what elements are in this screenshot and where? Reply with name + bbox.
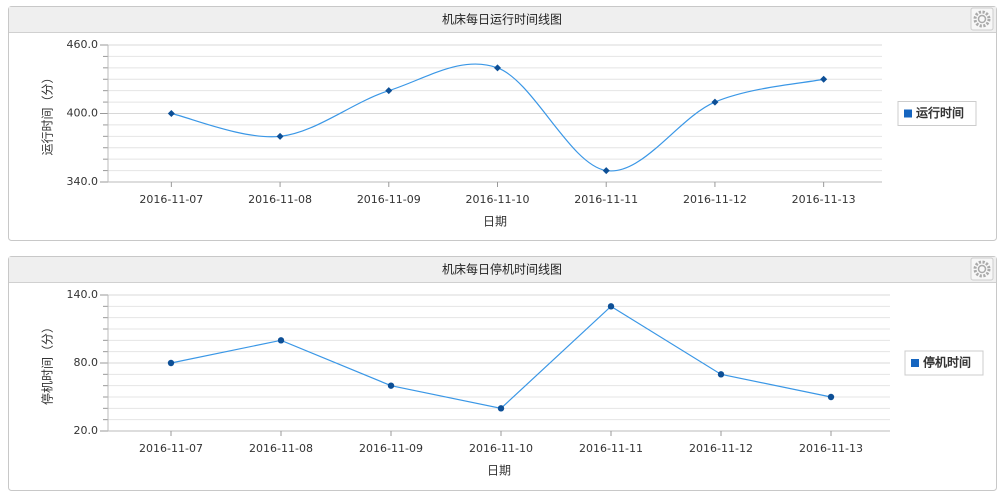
x-tick-label: 2016-11-12 xyxy=(683,193,747,206)
panel-header xyxy=(9,257,996,282)
x-tick-label: 2016-11-12 xyxy=(689,442,753,455)
y-tick-label: 20.0 xyxy=(74,424,99,437)
chart-title: 机床每日运行时间线图 xyxy=(442,12,562,27)
y-axis-label: 停机时间（分） xyxy=(40,321,55,405)
point xyxy=(607,303,615,310)
y-tick-label: 140.0 xyxy=(67,288,99,301)
x-tick-label: 2016-11-07 xyxy=(139,193,203,206)
point xyxy=(385,87,393,95)
gear-outer xyxy=(973,10,991,28)
x-tick-label: 2016-11-08 xyxy=(248,193,312,206)
x-tick-label: 2016-11-09 xyxy=(357,193,421,206)
point xyxy=(167,359,175,367)
x-axis-label: 日期 xyxy=(483,215,507,229)
point xyxy=(276,132,284,140)
point xyxy=(820,75,828,83)
gear-inner xyxy=(977,264,987,274)
panel xyxy=(8,256,997,491)
x-tick-label: 2016-11-07 xyxy=(139,442,203,455)
point xyxy=(167,110,175,117)
y-tick-label: 80.0 xyxy=(74,356,99,369)
y-tick-label: 460.0 xyxy=(67,38,99,51)
x-tick-label: 2016-11-11 xyxy=(579,442,643,455)
chart-title: 机床每日停机时间线图 xyxy=(442,262,562,277)
point xyxy=(277,337,285,344)
y-tick-label: 340.0 xyxy=(67,175,99,188)
x-tick-label: 2016-11-09 xyxy=(359,442,423,455)
legend-label: 停机时间 xyxy=(923,355,971,370)
panel-header xyxy=(9,7,996,32)
x-tick-label: 2016-11-13 xyxy=(799,442,863,455)
gear-outer xyxy=(973,260,991,278)
point xyxy=(827,393,835,401)
x-tick-label: 2016-11-10 xyxy=(466,193,530,206)
x-tick-label: 2016-11-08 xyxy=(249,442,313,455)
point xyxy=(717,371,725,378)
legend-label: 运行时间 xyxy=(916,105,964,120)
point xyxy=(711,98,719,106)
x-tick-label: 2016-11-13 xyxy=(792,193,856,206)
settings-button[interactable] xyxy=(970,7,994,31)
x-tick-label: 2016-11-11 xyxy=(574,193,638,206)
settings-button[interactable] xyxy=(970,257,994,281)
point xyxy=(387,382,395,389)
point xyxy=(494,64,501,72)
x-tick-label: 2016-11-10 xyxy=(469,442,533,455)
gear-inner xyxy=(977,14,987,24)
legend-swatch xyxy=(904,109,912,118)
point xyxy=(602,167,610,175)
legend-swatch xyxy=(911,359,919,367)
point xyxy=(497,405,505,412)
x-axis-label: 日期 xyxy=(487,464,511,478)
y-axis-label: 运行时间（分） xyxy=(41,71,55,155)
y-tick-label: 400.0 xyxy=(67,107,99,120)
